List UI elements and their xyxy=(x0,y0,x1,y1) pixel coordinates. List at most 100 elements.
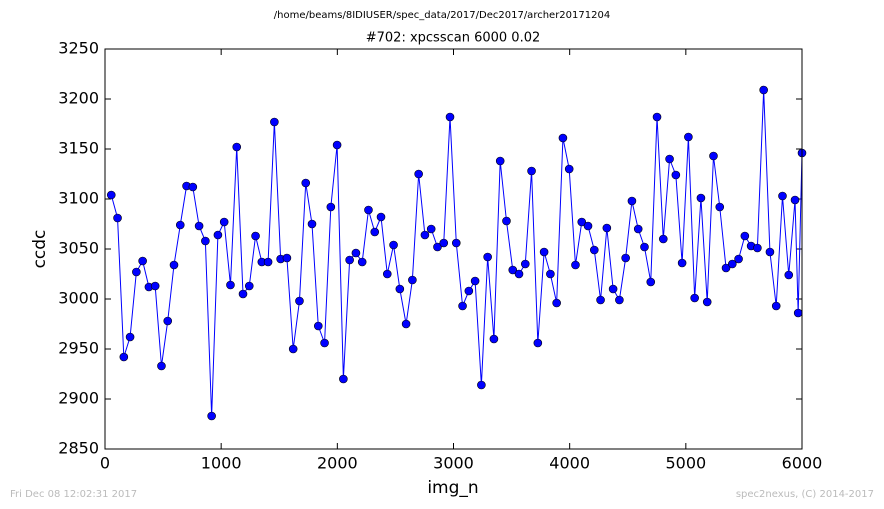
y-tick-label: 3050 xyxy=(58,239,99,258)
data-point xyxy=(219,217,229,227)
footer-left: Fri Dec 08 12:02:31 2017 xyxy=(10,489,137,500)
data-point xyxy=(188,182,198,192)
data-point xyxy=(615,295,624,305)
data-point xyxy=(244,281,254,291)
data-point xyxy=(389,240,398,250)
data-point xyxy=(470,276,480,286)
data-point xyxy=(552,298,561,308)
x-tick-label: 3000 xyxy=(433,454,474,473)
data-point xyxy=(658,234,668,244)
data-point xyxy=(784,270,794,280)
data-point xyxy=(175,220,185,230)
y-tick-label: 2900 xyxy=(58,389,99,408)
data-point xyxy=(577,217,587,227)
data-point xyxy=(201,236,210,246)
data-point xyxy=(665,154,674,164)
data-point xyxy=(458,301,467,311)
data-line xyxy=(110,89,803,417)
data-point xyxy=(652,112,662,122)
data-point xyxy=(539,247,549,257)
data-point xyxy=(251,231,260,241)
footer-right: spec2nexus, (C) 2014-2017 xyxy=(736,489,874,500)
data-point xyxy=(125,332,135,342)
data-point xyxy=(382,269,392,279)
data-point xyxy=(495,156,505,166)
x-tick-label: 6000 xyxy=(782,454,823,473)
data-point xyxy=(684,132,693,142)
data-point xyxy=(113,213,122,223)
data-point xyxy=(357,257,367,267)
data-point xyxy=(527,166,536,176)
data-point xyxy=(633,224,643,234)
data-point xyxy=(753,243,762,253)
data-point xyxy=(558,133,568,143)
data-point xyxy=(640,242,649,252)
x-tick-label: 1000 xyxy=(201,454,242,473)
plot-frame xyxy=(104,48,803,450)
data-point xyxy=(408,275,417,285)
data-point xyxy=(270,117,279,127)
data-point xyxy=(477,380,486,390)
data-point xyxy=(150,281,160,291)
data-point xyxy=(426,224,436,234)
data-point xyxy=(157,361,166,371)
x-tick-label: 5000 xyxy=(665,454,706,473)
data-point xyxy=(483,252,492,262)
data-point xyxy=(790,195,800,205)
data-point xyxy=(571,260,580,270)
data-point xyxy=(332,140,342,150)
data-point xyxy=(602,223,612,233)
data-point xyxy=(433,242,442,252)
data-point xyxy=(721,263,731,273)
data-point xyxy=(445,112,455,122)
data-point xyxy=(702,297,712,307)
data-point xyxy=(169,260,179,270)
data-point xyxy=(771,301,781,311)
data-point xyxy=(194,221,204,231)
y-tick-label: 2850 xyxy=(58,439,99,458)
data-point xyxy=(740,231,750,241)
data-point xyxy=(489,334,499,344)
data-point xyxy=(263,257,273,267)
data-point xyxy=(232,142,242,152)
data-point xyxy=(765,247,775,257)
chart-title: #702: xpcsscan 6000 0.02 xyxy=(366,31,541,46)
y-tick-label: 3250 xyxy=(58,39,99,58)
chart-subtitle: /home/beams/8IDIUSER/spec_data/2017/Dec2… xyxy=(274,10,610,21)
data-point xyxy=(520,259,530,269)
data-point xyxy=(646,277,656,287)
data-point xyxy=(508,265,518,275)
data-point xyxy=(207,411,216,421)
data-point xyxy=(715,202,725,212)
data-point xyxy=(709,151,718,161)
data-point xyxy=(778,191,787,201)
data-point xyxy=(326,202,336,212)
y-axis-label: ccdc xyxy=(30,230,50,269)
x-tick-label: 0 xyxy=(100,454,110,473)
data-point xyxy=(376,212,386,222)
data-point xyxy=(345,255,354,265)
data-point xyxy=(677,258,687,268)
data-point xyxy=(132,267,141,277)
data-point xyxy=(759,85,768,95)
data-point xyxy=(596,295,605,305)
y-tick-label: 3100 xyxy=(58,189,99,208)
data-point xyxy=(564,164,574,174)
data-point xyxy=(734,254,743,264)
data-point xyxy=(401,319,411,329)
y-tick-label: 3000 xyxy=(58,289,99,308)
data-point xyxy=(533,338,543,348)
data-point xyxy=(226,280,235,290)
data-point xyxy=(727,259,737,269)
data-point xyxy=(502,216,511,226)
data-point xyxy=(301,178,311,188)
data-point xyxy=(627,196,637,206)
data-point xyxy=(364,205,373,215)
y-tick-label: 2950 xyxy=(58,339,99,358)
data-point xyxy=(238,289,248,299)
data-point xyxy=(671,170,681,180)
data-point xyxy=(163,316,173,326)
data-point xyxy=(514,269,524,279)
